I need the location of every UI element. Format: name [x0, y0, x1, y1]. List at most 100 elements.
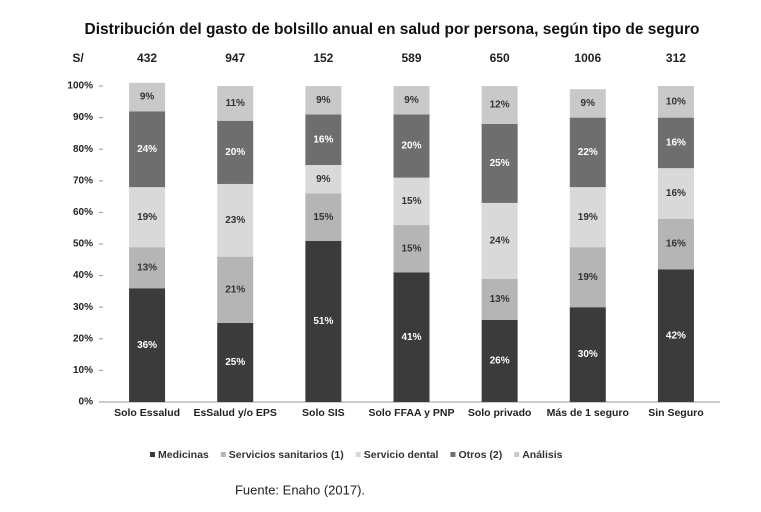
data-label: 30% [578, 349, 598, 360]
bar-segment [657, 218, 694, 270]
data-label: 25% [490, 158, 510, 169]
data-label: 42% [666, 330, 686, 341]
bar-segment [657, 86, 694, 118]
legend-swatch [514, 452, 520, 457]
bar-segment [129, 288, 166, 402]
data-label: 10% [666, 96, 686, 107]
bar-segment [217, 183, 254, 257]
data-label: 23% [225, 215, 245, 226]
bar-segment [305, 165, 342, 194]
data-label: 20% [225, 147, 245, 158]
bar-segment [569, 307, 606, 402]
spending-value: 650 [490, 51, 510, 65]
bar-segment [481, 202, 518, 279]
source: Fuente: Enaho (2017). [235, 482, 365, 497]
bar-segment [569, 89, 606, 118]
bar-segment [481, 278, 518, 320]
data-label: 16% [666, 239, 686, 250]
data-label: 51% [313, 316, 333, 327]
x-tick-label: Solo FFAA y PNP [368, 407, 455, 419]
y-tick-label: 100% [67, 81, 93, 92]
data-label: 12% [490, 100, 510, 111]
x-tick-label: Solo Essalud [114, 407, 181, 419]
data-label: 15% [401, 243, 421, 254]
data-label: 24% [137, 144, 157, 155]
bar-segment [129, 187, 166, 248]
data-label: 15% [313, 212, 333, 223]
bar-segment [305, 114, 342, 165]
spending-value: 312 [666, 51, 686, 65]
bar-segment [305, 86, 342, 115]
spending-value: 947 [225, 51, 245, 65]
legend-label: Análisis [522, 449, 562, 461]
y-tick-label: 90% [73, 112, 93, 123]
bar-segment [217, 323, 254, 402]
y-tick-label: 20% [73, 333, 93, 344]
spending-label: S/ [72, 51, 84, 65]
bar-segment [569, 187, 606, 248]
bar-segment [393, 272, 430, 402]
legend-swatch [150, 452, 155, 457]
data-label: 19% [137, 212, 157, 223]
y-tick-label: 30% [73, 302, 93, 313]
data-label: 11% [225, 98, 245, 109]
bar-segment [657, 117, 694, 169]
data-label: 24% [490, 235, 510, 246]
bar-segment [393, 225, 430, 273]
data-label: 26% [490, 356, 510, 367]
bar-segment [569, 117, 606, 188]
legend-swatch [220, 452, 226, 457]
spending-value: 432 [137, 51, 157, 65]
x-tick-label: EsSalud y/o EPS [193, 407, 277, 419]
data-label: 36% [137, 340, 157, 351]
data-label: 13% [490, 294, 510, 305]
legend-label: Servicios sanitarios (1) [229, 449, 344, 461]
legend-label: Servicio dental [364, 449, 439, 461]
data-label: 9% [404, 95, 419, 106]
data-label: 19% [578, 212, 598, 223]
x-tick-label: Más de 1 seguro [546, 407, 629, 419]
legend-label: Otros (2) [458, 449, 502, 461]
spending-value: 152 [313, 51, 333, 65]
x-tick-label: Solo SIS [302, 407, 345, 419]
y-tick-label: 60% [73, 207, 93, 218]
bar-segment [129, 111, 166, 188]
spending-value: 589 [401, 51, 421, 65]
data-label: 16% [666, 188, 686, 199]
x-tick-label: Solo privado [467, 407, 532, 419]
data-label: 22% [578, 147, 598, 158]
y-tick-label: 40% [73, 270, 93, 281]
y-tick-label: 10% [73, 365, 93, 376]
legend-swatch [355, 452, 361, 457]
bar-segment [129, 82, 166, 112]
bar-segment [657, 168, 694, 219]
bar-segment [393, 177, 430, 226]
bar-segment [217, 120, 254, 184]
bar-segment [129, 247, 166, 289]
bar-segment [481, 86, 518, 124]
y-tick-label: 70% [73, 175, 93, 186]
data-label: 13% [137, 262, 157, 273]
data-label: 16% [313, 134, 333, 145]
data-label: 21% [225, 284, 245, 295]
bar-segment [393, 114, 430, 178]
bar-segment [657, 269, 694, 402]
bar-segment [481, 123, 518, 203]
data-label: 9% [316, 95, 331, 106]
data-label: 9% [316, 174, 331, 185]
legend-swatch [450, 452, 456, 457]
spending-value: 1006 [574, 51, 601, 65]
data-label: 16% [666, 138, 686, 149]
bar-segment [305, 240, 342, 402]
bar-segment [481, 319, 518, 402]
y-tick-label: 80% [73, 144, 93, 155]
bar-segment [393, 86, 430, 115]
chart-title: Distribución del gasto de bolsillo anual… [85, 21, 700, 38]
y-tick-label: 0% [79, 397, 94, 408]
bar-segment [569, 247, 606, 308]
y-tick-label: 50% [73, 239, 93, 250]
bar-segment [217, 86, 254, 121]
bar-segment [217, 256, 254, 323]
